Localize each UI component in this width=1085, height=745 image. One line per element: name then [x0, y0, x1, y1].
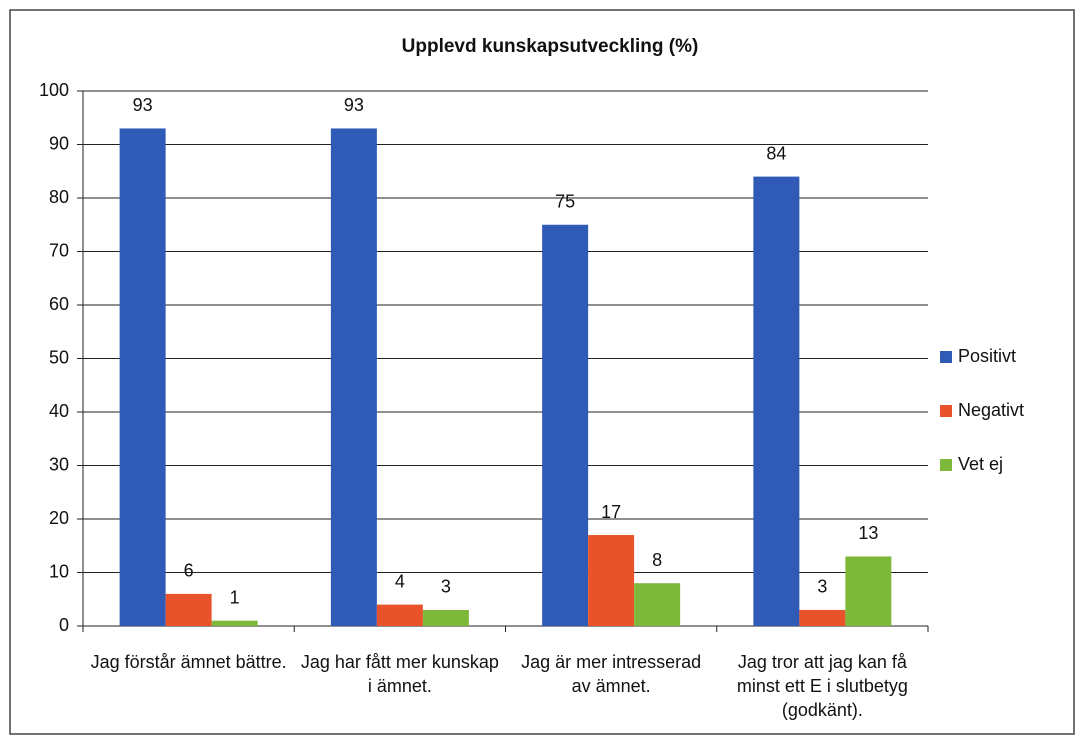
y-tick-label: 30 — [49, 454, 69, 474]
bar — [330, 128, 377, 626]
bar — [634, 583, 681, 626]
data-label: 6 — [184, 561, 194, 581]
data-label: 75 — [555, 192, 575, 212]
data-label: 4 — [395, 571, 405, 591]
bar — [422, 609, 469, 626]
y-tick-label: 60 — [49, 294, 69, 314]
bar — [542, 224, 589, 626]
y-tick-label: 10 — [49, 561, 69, 581]
legend-label: Positivt — [958, 346, 1016, 366]
y-tick-label: 40 — [49, 401, 69, 421]
bar — [588, 535, 635, 626]
data-label: 8 — [652, 550, 662, 570]
bar — [211, 620, 258, 626]
y-tick-label: 90 — [49, 133, 69, 153]
legend-swatch — [940, 405, 952, 417]
data-label: 17 — [601, 502, 621, 522]
y-tick-label: 0 — [59, 615, 69, 635]
bar — [165, 593, 212, 626]
data-label: 13 — [858, 523, 878, 543]
bar — [119, 128, 166, 626]
data-label: 3 — [817, 577, 827, 597]
chart-title: Upplevd kunskapsutveckling (%) — [402, 36, 699, 57]
data-label: 1 — [230, 587, 240, 607]
y-tick-label: 100 — [39, 80, 69, 100]
bar — [753, 176, 800, 626]
y-tick-label: 70 — [49, 240, 69, 260]
x-tick-label: Jag förstår ämnet bättre. — [90, 652, 287, 672]
legend-label: Vet ej — [958, 454, 1003, 474]
x-tick-label: Jag tror att jag kan få minst ett E i sl… — [736, 652, 908, 720]
bar — [376, 604, 423, 626]
data-label: 84 — [766, 143, 786, 163]
bar — [799, 609, 846, 626]
y-tick-label: 50 — [49, 347, 69, 367]
legend-swatch — [940, 459, 952, 471]
legend-label: Negativt — [958, 400, 1024, 420]
y-tick-label: 80 — [49, 187, 69, 207]
x-tick-label: Jag är mer intresserad av ämnet. — [521, 652, 702, 696]
bar — [845, 556, 892, 626]
data-label: 3 — [441, 577, 451, 597]
y-tick-label: 20 — [49, 508, 69, 528]
data-label: 93 — [133, 95, 153, 115]
x-tick-label: Jag har fått mer kunskap i ämnet. — [300, 652, 499, 696]
data-label: 93 — [344, 95, 364, 115]
legend-swatch — [940, 351, 952, 363]
